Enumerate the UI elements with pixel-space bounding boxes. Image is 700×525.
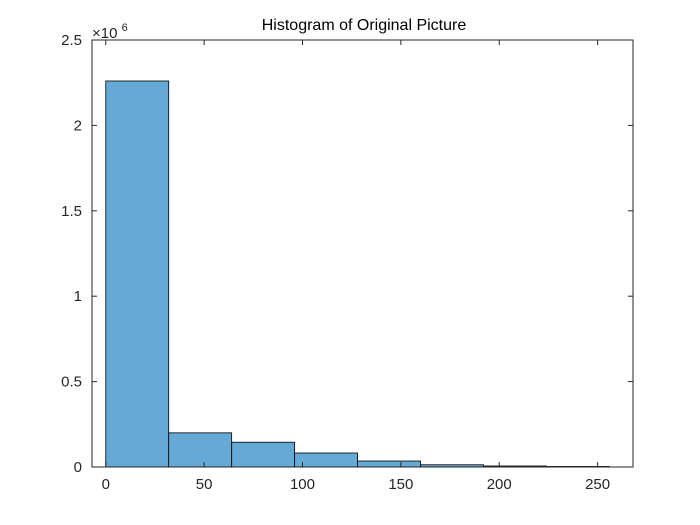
y-tick-label: 1	[74, 288, 82, 305]
histogram-bar	[231, 441, 296, 468]
histogram-bar	[105, 80, 170, 468]
axes	[91, 39, 634, 468]
y-axis-exponent-label: ×10 6	[92, 22, 128, 42]
axes-box	[91, 39, 634, 468]
y-tick-label: 2.5	[61, 32, 82, 49]
x-tick-label: 50	[196, 476, 213, 493]
y-tick-label: 1.5	[61, 203, 82, 220]
histogram-bar	[294, 452, 358, 468]
histogram-bar	[357, 460, 421, 468]
y-tick-label: 2	[74, 117, 82, 134]
x-tick-label: 150	[388, 476, 413, 493]
chart-title: Histogram of Original Picture	[262, 17, 467, 34]
y-axis-exponent-power: 6	[122, 22, 128, 34]
x-axis-ticks: 0 50 100 150 200 250	[102, 40, 610, 493]
y-tick-label: 0	[74, 459, 82, 476]
x-tick-label: 100	[290, 476, 315, 493]
histogram-bar	[168, 432, 233, 468]
y-tick-label: 0.5	[61, 374, 82, 391]
x-tick-label: 250	[585, 476, 610, 493]
x-tick-label: 200	[487, 476, 512, 493]
y-axis-ticks: 0 0.5 1 1.5 2 2.5	[61, 32, 633, 476]
svg-text:×10 6: ×10 6	[92, 22, 128, 42]
y-axis-exponent-base: ×10	[92, 25, 117, 42]
histogram-bars	[105, 80, 610, 468]
x-tick-label: 0	[102, 476, 110, 493]
